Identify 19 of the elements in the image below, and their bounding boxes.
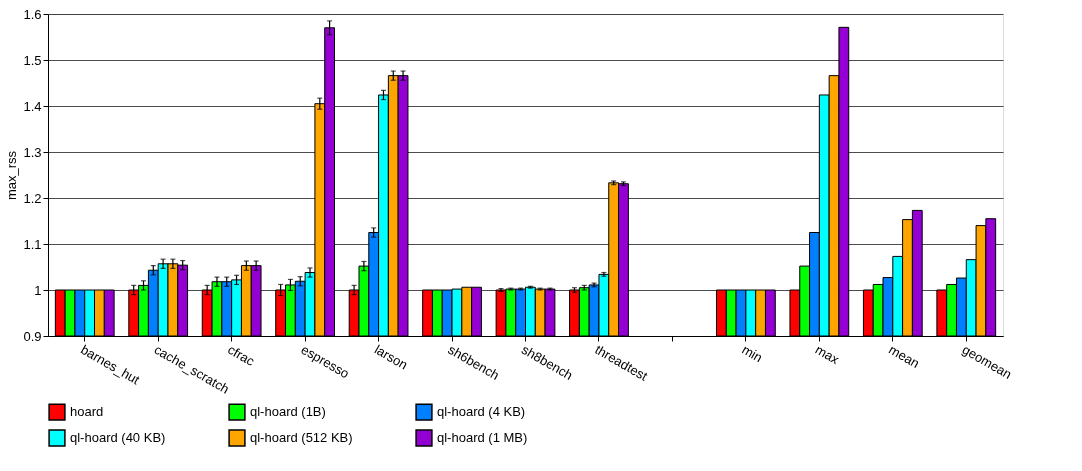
y-tick-label: 1.3: [23, 144, 42, 160]
legend-label: hoard: [70, 404, 104, 420]
y-tick-label: 1.5: [23, 52, 42, 68]
x-tick-label: cfrac: [225, 341, 258, 370]
y-axis-title: max_rss: [4, 150, 20, 201]
y-tick-label: 1.6: [23, 6, 42, 22]
x-tick-label: max: [812, 341, 843, 368]
legend-label: ql-hoard (4 KB): [437, 404, 526, 420]
y-tick-label: 1.2: [23, 190, 42, 206]
y-tick-label: 1: [34, 282, 42, 298]
legend-label: ql-hoard (40 KB): [70, 430, 166, 445]
y-tick-label: 1.4: [23, 98, 42, 114]
x-tick-label: min: [739, 341, 766, 366]
x-tick-label: mean: [886, 341, 922, 372]
y-tick-label: 0.9: [23, 328, 42, 344]
legend-label: ql-hoard (512 KB): [250, 430, 353, 445]
y-tick-label: 1.1: [23, 236, 42, 252]
legend-label: ql-hoard (1B): [250, 404, 326, 420]
legend-label: ql-hoard (1 MB): [437, 430, 528, 445]
